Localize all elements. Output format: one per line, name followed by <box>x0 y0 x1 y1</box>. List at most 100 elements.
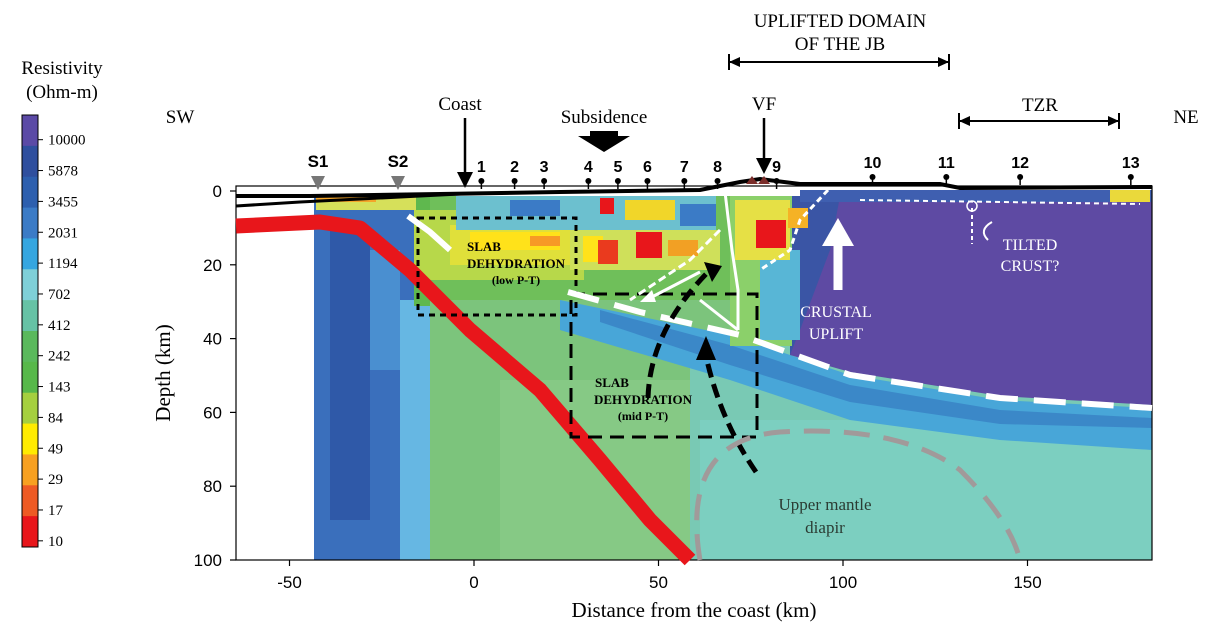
colorbar-swatch <box>22 145 38 178</box>
crustal-uplift-label-2: UPLIFT <box>809 326 863 343</box>
y-tick-label: 80 <box>203 477 222 496</box>
colorbar-swatch <box>22 238 38 270</box>
x-tick-label: 100 <box>829 573 857 592</box>
tilted-crust-pivot <box>966 200 978 212</box>
station-label: 8 <box>713 159 722 176</box>
colorbar-swatch <box>22 300 38 332</box>
tilted-crust-line <box>859 199 1141 205</box>
colorbar-swatch <box>22 485 38 517</box>
rotation-arrow-icon <box>982 221 993 241</box>
y-tick-label: 20 <box>203 256 222 275</box>
mantle-diapir-label-1: Upper mantle <box>779 495 872 514</box>
station-marker-icon <box>585 178 592 184</box>
station-label-s2: S2 <box>388 152 409 171</box>
slab-mid-conditions: (mid P-T) <box>618 409 668 423</box>
station-label: 11 <box>938 155 955 172</box>
station-marker-icon <box>773 178 780 184</box>
colorbar-tick-label: 49 <box>48 441 63 457</box>
arrowhead-icon <box>959 116 970 126</box>
fault-dashed-2 <box>629 228 722 302</box>
station-markers: S1 S2 1 2 3 4 5 6 7 8 9 10 11 12 13 <box>308 152 1140 190</box>
label-sw: SW <box>166 107 195 128</box>
colorbar-tick-label: 84 <box>48 410 64 426</box>
label-subsidence: Subsidence <box>561 107 648 128</box>
colorbar-swatch <box>22 454 38 486</box>
station-label: 12 <box>1011 155 1029 172</box>
slab-mid-title: SLAB <box>595 375 629 390</box>
station-marker-icon <box>478 178 485 184</box>
colorbar-swatch <box>22 392 38 425</box>
station-triangle-icon <box>311 176 325 190</box>
plot-frame <box>235 185 1153 561</box>
label-vf: VF <box>752 94 776 115</box>
colorbar-swatch <box>22 516 38 548</box>
vf-arrowhead-icon <box>756 158 772 174</box>
colorbar-title: Resistivity <box>21 58 103 79</box>
slab-low-subtitle: DEHYDRATION <box>467 256 566 271</box>
fluid-arrow-2 <box>703 355 759 474</box>
colorbar-swatch <box>22 423 38 455</box>
white-arrowhead <box>640 290 656 302</box>
y-tick-label: 0 <box>213 182 222 201</box>
subsidence-arrow-icon <box>578 131 630 152</box>
colorbar-swatch <box>22 207 38 239</box>
station-marker-icon <box>614 178 621 184</box>
surface-line <box>236 176 1153 198</box>
station-triangle-icon <box>391 176 405 190</box>
fluid-arrowhead-1 <box>704 262 722 282</box>
colorbar-tick-label: 3455 <box>48 194 78 210</box>
fluid-arrowhead-2 <box>696 336 716 360</box>
y-axis-ticks: 0 20 40 60 80 100 <box>194 182 236 570</box>
crustal-uplift-label-1: CRUSTAL <box>800 304 872 321</box>
fluid-arrow-1 <box>645 268 712 399</box>
colorbar-tick-label: 702 <box>48 287 71 303</box>
arrowhead-icon <box>729 57 740 67</box>
colorbar: 10000 5878 3455 2031 1194 702 412 242 143 84 49 29 1… <box>21 114 86 550</box>
colorbar-tick-label: 17 <box>48 503 64 519</box>
label-ne: NE <box>1173 107 1198 128</box>
fault-line-2 <box>699 298 739 332</box>
y-tick-label: 100 <box>194 551 222 570</box>
station-label-s1: S1 <box>308 152 329 171</box>
colorbar-tick-label: 242 <box>48 349 71 365</box>
station-label: 5 <box>613 159 622 176</box>
colorbar-tick-label: 412 <box>48 318 71 334</box>
colorbar-frame <box>21 114 39 548</box>
station-marker-icon <box>681 178 688 184</box>
station-label: 2 <box>510 159 519 176</box>
fault-line <box>723 191 740 330</box>
y-tick-label: 40 <box>203 330 222 349</box>
slab-low-title: SLAB <box>467 239 501 254</box>
label-uplifted-2: OF THE JB <box>795 34 885 55</box>
white-fault <box>406 213 453 253</box>
label-tzr: TZR <box>1022 95 1058 116</box>
station-label: 9 <box>772 159 781 176</box>
subducting-slab <box>235 214 696 566</box>
volcano-icon <box>746 176 758 184</box>
x-tick-label: 50 <box>649 573 668 592</box>
label-uplifted-1: UPLIFTED DOMAIN <box>754 11 927 32</box>
fault-dashed <box>759 188 830 272</box>
moho-line <box>567 289 1153 411</box>
coastline-bathymetry <box>235 192 461 208</box>
station-marker-icon <box>541 178 548 184</box>
mantle-diapir-label-2: diapir <box>805 518 845 537</box>
slab-dehydration-mid-box <box>569 292 759 439</box>
colorbar-tick-label: 2031 <box>48 225 78 241</box>
colorbar-swatch <box>22 115 38 147</box>
x-tick-label: 150 <box>1013 573 1041 592</box>
station-label: 3 <box>540 159 549 176</box>
colorbar-swatch <box>22 269 38 301</box>
x-axis-label: Distance from the coast (km) <box>572 598 817 622</box>
y-axis-label: Depth (km) <box>151 324 175 421</box>
station-marker-icon <box>869 174 876 180</box>
colorbar-tick-label: 1194 <box>48 256 78 272</box>
station-label: 10 <box>864 155 882 172</box>
slab-dehydration-low-box <box>416 216 578 317</box>
station-marker-icon <box>714 178 721 184</box>
arrowhead-icon <box>1108 116 1119 126</box>
colorbar-tick-label: 10000 <box>48 133 86 149</box>
station-label: 13 <box>1122 155 1140 172</box>
x-axis-ticks: -50 0 50 100 150 <box>277 560 1042 592</box>
station-marker-icon <box>644 178 651 184</box>
